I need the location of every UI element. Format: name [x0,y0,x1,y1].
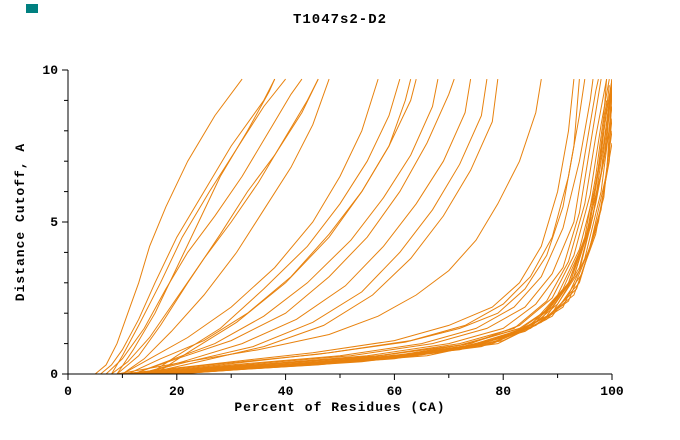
curve [154,79,612,374]
x-tick-label: 0 [64,384,72,399]
curve [138,79,472,374]
curve [127,78,412,374]
curve [154,79,612,374]
curve [111,78,319,374]
x-tick-label: 100 [600,384,624,399]
curve [144,79,499,374]
curve [149,78,401,374]
x-tick-label: 80 [495,384,511,399]
curve [94,78,243,374]
curve [133,79,439,374]
curve [116,78,319,374]
y-tick-label: 10 [42,63,58,78]
y-tick-label: 0 [50,367,58,382]
curve [122,78,330,374]
curve [138,79,488,374]
curve [116,78,276,374]
curve [171,142,612,374]
curve [133,78,599,374]
curve [133,78,455,374]
x-tick-label: 20 [169,384,185,399]
x-axis-label: Percent of Residues (CA) [234,400,446,415]
curve [176,118,612,374]
curve [138,85,610,374]
x-tick-label: 60 [387,384,403,399]
curve [122,79,575,374]
curve [154,78,417,374]
curve [144,82,612,374]
x-tick-label: 40 [278,384,294,399]
curve [133,100,608,374]
curve [111,78,286,374]
y-tick-label: 5 [50,215,58,230]
curve [116,79,542,374]
curve [176,130,612,374]
curve [100,78,276,374]
corner-marker [26,4,38,13]
curve [127,79,586,374]
curve [105,78,303,374]
curve [138,79,602,374]
chart-title: T1047s2-D2 [292,12,387,28]
curve [133,79,594,374]
curve [122,78,379,374]
